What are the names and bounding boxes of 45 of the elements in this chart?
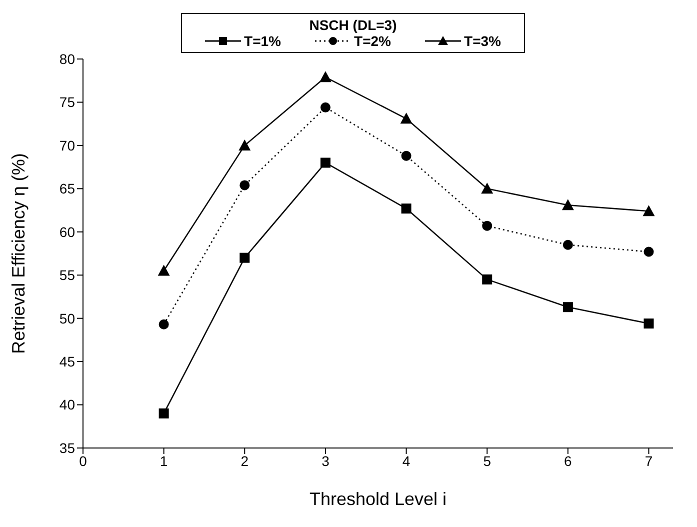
point xyxy=(562,302,573,312)
point xyxy=(158,264,170,276)
x-tick-label: 3 xyxy=(322,452,330,469)
x-tick-label: 0 xyxy=(79,452,88,469)
point xyxy=(158,408,169,418)
legend-label: T=2% xyxy=(353,33,391,49)
point xyxy=(644,246,654,257)
x-tick-label: 4 xyxy=(402,452,410,469)
y-tick-label: 55 xyxy=(59,267,76,284)
y-axis-title: Retrieval Efficiency η (%) xyxy=(8,153,28,354)
point xyxy=(644,318,654,329)
point xyxy=(562,240,573,250)
legend-label: T=1% xyxy=(243,33,281,49)
point xyxy=(320,158,330,168)
y-tick-label: 75 xyxy=(59,94,76,110)
point xyxy=(400,112,412,124)
x-tick-label: 2 xyxy=(240,452,249,469)
point xyxy=(482,274,492,284)
point xyxy=(320,102,330,112)
y-tick-label: 70 xyxy=(59,137,76,154)
point xyxy=(482,220,492,231)
point xyxy=(240,180,250,190)
legend-title: NSCH (DL=3) xyxy=(308,17,398,33)
x-tick-label: 5 xyxy=(483,452,492,469)
y-tick-label: 65 xyxy=(59,180,76,197)
point xyxy=(158,319,169,330)
y-tick-label: 60 xyxy=(59,224,76,240)
point xyxy=(481,182,494,194)
legend-label: T=3% xyxy=(463,33,501,49)
y-tick-label: 45 xyxy=(59,354,76,370)
x-axis-title: Threshold Level i xyxy=(309,489,447,509)
x-tick-label: 7 xyxy=(644,452,653,469)
point xyxy=(562,199,574,210)
point xyxy=(401,150,412,161)
y-tick-label: 80 xyxy=(59,50,76,67)
point xyxy=(642,205,655,216)
y-tick-label: 50 xyxy=(59,310,76,326)
x-tick-label: 6 xyxy=(564,452,572,469)
point xyxy=(319,71,332,82)
x-tick-label: 1 xyxy=(160,452,168,469)
point xyxy=(401,204,412,214)
point xyxy=(238,139,251,150)
point xyxy=(240,252,250,263)
y-tick-label: 40 xyxy=(59,396,76,413)
y-tick-label: 35 xyxy=(59,440,76,456)
